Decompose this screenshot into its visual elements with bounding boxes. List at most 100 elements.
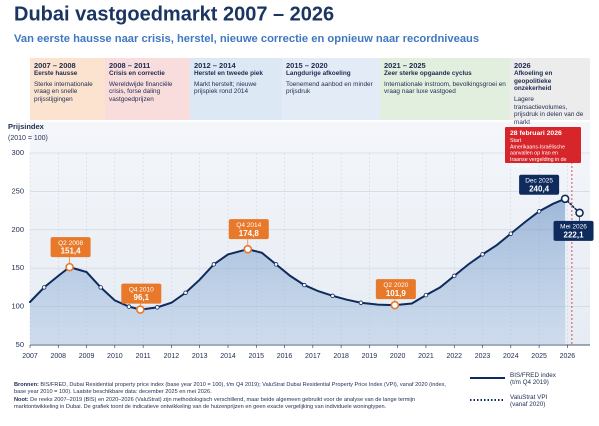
event-date: 28 februari 2026 xyxy=(510,130,562,137)
callout-label: Q4 2010 xyxy=(129,286,154,293)
x-tick-label: 2013 xyxy=(192,353,208,360)
area-fill xyxy=(30,198,566,345)
callout-point xyxy=(560,194,570,204)
callout-box xyxy=(121,283,162,304)
callout-box xyxy=(553,220,594,241)
x-tick-label: 2015 xyxy=(248,353,264,360)
period-box: 2026 Afkoeling en geopolitieke onzekerhei… xyxy=(510,58,590,126)
callout-value: 101,9 xyxy=(386,289,407,298)
x-tick-label: 2019 xyxy=(362,353,378,360)
period-heading: Eerste hausse xyxy=(34,70,78,77)
period-years: 2008 – 2011 xyxy=(109,61,151,70)
x-tick-label: 2007 xyxy=(22,353,38,360)
period-years: 2015 – 2020 xyxy=(286,61,328,70)
y-tick-label: 200 xyxy=(11,225,24,234)
callout-value: 222,1 xyxy=(564,230,585,239)
x-tick-label: 2012 xyxy=(164,353,180,360)
callout-box xyxy=(228,219,269,240)
legend-label: BIS/FRED index (t/m Q4 2019) xyxy=(510,372,557,386)
period-years: 2012 – 2014 xyxy=(194,61,236,70)
period-heading: Crisis en correctie xyxy=(109,70,165,77)
callout-point xyxy=(390,300,400,310)
note: De reeks 2007–2019 (BIS) en 2020–2026 (V… xyxy=(14,396,416,410)
callout-box xyxy=(519,174,560,195)
callout-value: 174,8 xyxy=(239,229,260,238)
period-text: Lagere transactievolumes, prijsdruk in d… xyxy=(514,96,584,127)
callout-box xyxy=(50,237,91,258)
callout-label: Q2 2008 xyxy=(58,240,83,247)
sources: BIS/FRED, Dubai Residential property pri… xyxy=(14,382,446,396)
y-tick-label: 300 xyxy=(11,148,24,157)
y-tick-label: 250 xyxy=(11,186,24,195)
x-tick-label: 2022 xyxy=(446,353,462,360)
x-tick-label: 2024 xyxy=(503,353,519,360)
callout-value: 240,4 xyxy=(529,184,550,193)
y-tick-label: 150 xyxy=(11,263,24,272)
subtitle: Van eerste hausse naar crisis, herstel, … xyxy=(14,33,479,45)
period-text: Sterke internationale vraag en snelle pr… xyxy=(34,80,93,104)
point xyxy=(41,285,47,290)
x-tick-label: 2026 xyxy=(560,353,576,360)
point xyxy=(330,293,335,299)
legend-label: ValuStrat VPI (vanaf 2020) xyxy=(510,394,548,408)
point xyxy=(183,290,188,295)
point xyxy=(126,304,132,309)
callout-point xyxy=(575,208,584,218)
x-tick-label: 2023 xyxy=(475,353,491,360)
point xyxy=(155,305,160,310)
period-text: Wereldwijde financiële crisis, forse dal… xyxy=(109,80,173,104)
callout-point xyxy=(136,305,145,314)
period-text: Toenemend aanbod en minder prijsdruk xyxy=(286,80,373,96)
point xyxy=(211,262,217,267)
period-text: Markt herstelt; nieuwe prijspiek rond 20… xyxy=(194,80,257,96)
title: Dubai vastgoedmarkt 2007 – 2026 xyxy=(14,3,334,25)
period-heading: Herstel en tweede piek xyxy=(194,70,263,77)
period-heading: Zeer sterke opgaande cyclus xyxy=(384,70,472,77)
x-tick-label: 2009 xyxy=(79,353,95,360)
period-box: 2008 – 2011 Crisis en correctie Wereldwijd… xyxy=(105,58,190,120)
period-years: 2007 – 2008 xyxy=(34,61,76,70)
x-tick-label: 2025 xyxy=(531,353,547,360)
point xyxy=(480,252,485,257)
period-box: 2007 – 2008 Eerste hausse Sterke internati… xyxy=(30,58,105,120)
callout-box xyxy=(375,279,416,300)
period-heading: Langdurige afkoeling xyxy=(286,70,351,77)
point xyxy=(302,282,307,288)
y-label-sub: (2010 = 100) xyxy=(8,135,48,142)
series-line xyxy=(29,197,567,311)
callout-value: 151,4 xyxy=(61,247,82,256)
x-tick-label: 2014 xyxy=(220,353,236,360)
period-box: 2012 – 2014 Herstel en tweede piek Markt h… xyxy=(190,58,282,120)
point xyxy=(358,300,364,305)
y-tick-label: 50 xyxy=(16,340,24,349)
event-text: Start Amerikaans-Israëlische aanvallen op … xyxy=(510,138,567,169)
x-tick-label: 2017 xyxy=(305,353,321,360)
x-tick-label: 2018 xyxy=(333,353,349,360)
point xyxy=(423,292,429,298)
note-label: Noot: xyxy=(14,396,29,403)
period-text: Internationale instroom, bevolkingsgroei… xyxy=(384,80,506,96)
x-tick-label: 2016 xyxy=(277,353,293,360)
x-tick-label: 2020 xyxy=(390,353,406,360)
x-tick-label: 2008 xyxy=(50,353,66,360)
period-box: 2015 – 2020 Langdurige afkoeling Toenemend… xyxy=(282,58,380,120)
period-box: 2021 – 2025 Zeer sterke opgaande cyclus In… xyxy=(380,58,510,120)
point xyxy=(508,231,514,236)
y-label: Prijsindex xyxy=(8,122,45,131)
x-tick-label: 2021 xyxy=(418,353,434,360)
point xyxy=(536,209,542,214)
callout-label: Q2 2020 xyxy=(383,282,408,289)
callout-label: Dec 2025 xyxy=(525,177,553,184)
point xyxy=(273,262,279,267)
period-heading: Afkoeling en geopolitieke onzekerheid xyxy=(514,70,553,93)
y-tick-label: 100 xyxy=(11,302,24,311)
callout-point xyxy=(65,262,74,272)
footer: Bronnen: BIS/FRED, Dubai Residential pro… xyxy=(14,382,454,411)
sources-label: Bronnen: xyxy=(14,382,39,388)
callout-value: 96,1 xyxy=(134,293,150,302)
callout-label: Q4 2014 xyxy=(236,222,261,229)
period-years: 2026 xyxy=(514,61,531,70)
x-tick-label: 2010 xyxy=(107,353,123,360)
